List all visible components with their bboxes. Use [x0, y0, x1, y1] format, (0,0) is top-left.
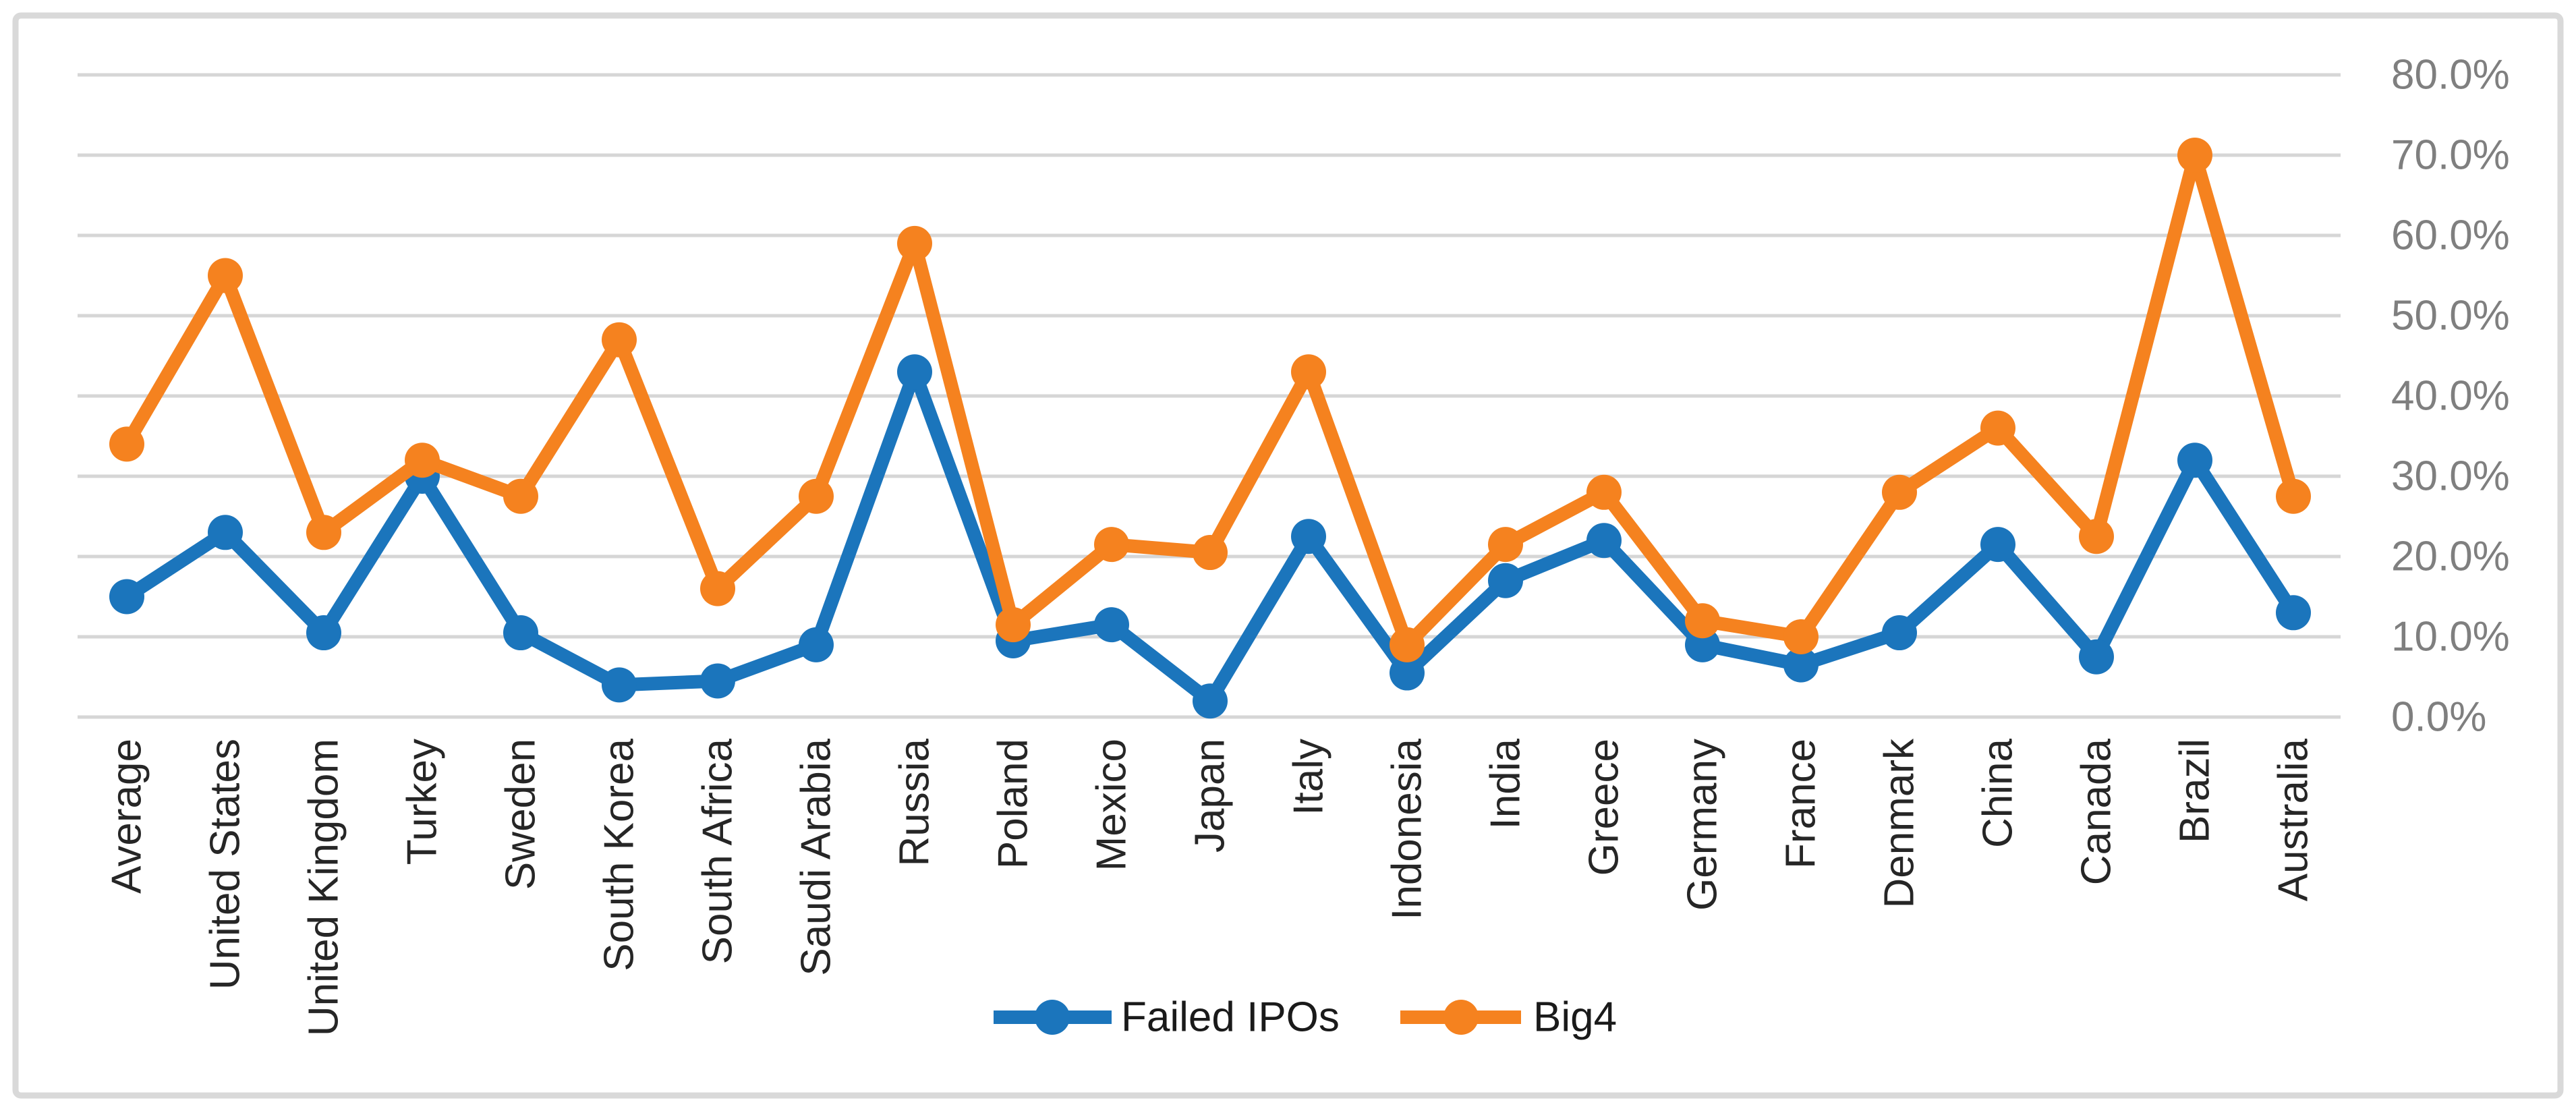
x-axis-label: Russia — [892, 738, 938, 866]
y-axis-label: 80.0% — [2391, 52, 2510, 98]
data-point-big4 — [1783, 619, 1819, 654]
data-point-failed-ipos — [799, 627, 834, 662]
figure-border — [12, 12, 2564, 1099]
x-axis-label: South Korea — [596, 738, 643, 971]
x-axis-label: Average — [104, 739, 150, 894]
data-point-failed-ipos — [2276, 595, 2311, 631]
data-point-big4 — [1488, 527, 1523, 563]
y-axis-label: 20.0% — [2391, 534, 2510, 580]
data-point-big4 — [1193, 535, 1228, 571]
data-point-failed-ipos — [1390, 655, 1425, 691]
x-axis-label: Greece — [1581, 739, 1628, 876]
data-point-big4 — [1980, 410, 2015, 446]
legend-marker-dot-big4 — [1443, 1000, 1479, 1035]
data-point-big4 — [602, 322, 637, 358]
x-axis-label: Sweden — [498, 739, 544, 890]
x-axis-label: United States — [202, 739, 249, 990]
y-axis-label: 70.0% — [2391, 132, 2510, 179]
y-axis-label: 0.0% — [2391, 694, 2486, 741]
x-axis-label: Denmark — [1877, 738, 1923, 909]
data-point-failed-ipos — [503, 615, 538, 651]
legend-marker-dot-failed-ipos — [1035, 1000, 1070, 1035]
data-point-failed-ipos — [1291, 519, 1326, 554]
legend-item-failed-ipos: Failed IPOs — [994, 994, 1340, 1041]
gridlines — [78, 73, 2341, 719]
y-axis-label: 10.0% — [2391, 614, 2510, 660]
data-point-big4 — [1291, 354, 1326, 390]
x-axis-label: Australia — [2270, 738, 2317, 901]
legend-label-failed-ipos: Failed IPOs — [1121, 994, 1340, 1041]
data-point-failed-ipos — [602, 667, 637, 703]
x-axis-label: Poland — [990, 739, 1037, 869]
x-axis-label: Germany — [1680, 739, 1726, 911]
data-point-failed-ipos — [306, 615, 341, 651]
data-point-failed-ipos — [2079, 639, 2114, 675]
data-point-failed-ipos — [1193, 683, 1228, 719]
x-axis-label: South Africa — [695, 738, 741, 964]
data-point-failed-ipos — [1882, 615, 1917, 651]
data-point-failed-ipos — [700, 663, 735, 699]
data-point-failed-ipos — [2177, 443, 2212, 478]
x-axis-label: India — [1483, 738, 1529, 829]
x-axis-label: Mexico — [1089, 739, 1135, 871]
legend-item-big4: Big4 — [1400, 994, 1617, 1041]
x-axis-label: France — [1778, 739, 1825, 869]
data-point-big4 — [306, 515, 341, 550]
y-axis-label: 50.0% — [2391, 293, 2510, 339]
legend-label-big4: Big4 — [1533, 994, 1617, 1041]
data-point-failed-ipos — [208, 515, 243, 550]
x-axis-label: Saudi Arabia — [793, 738, 840, 975]
data-point-big4 — [2276, 478, 2311, 514]
data-point-failed-ipos — [1094, 607, 1129, 643]
data-point-big4 — [1390, 627, 1425, 662]
x-axis-label: United Kingdom — [301, 739, 347, 1036]
data-point-big4 — [109, 426, 144, 462]
x-axis-label: Brazil — [2172, 739, 2219, 843]
data-point-failed-ipos — [1488, 563, 1523, 598]
data-point-failed-ipos — [897, 354, 932, 390]
data-point-big4 — [503, 478, 538, 514]
data-point-big4 — [700, 571, 735, 606]
series-lines — [109, 138, 2311, 719]
x-axis-category-labels: Average United States United Kingdom Turkey… — [104, 738, 2317, 1036]
x-axis-label: Japan — [1187, 739, 1234, 853]
data-point-failed-ipos — [1980, 527, 2015, 563]
x-axis-label: Turkey — [399, 739, 446, 865]
data-point-big4 — [799, 478, 834, 514]
data-point-big4 — [996, 607, 1031, 643]
y-axis-tick-labels: 0.0% 10.0% 20.0% 30.0% 40.0% 50.0% 60.0% 70.0% 8… — [2391, 52, 2510, 741]
legend: Failed IPOs Big4 — [994, 994, 1617, 1041]
x-axis-label: Canada — [2073, 738, 2120, 885]
y-axis-label: 60.0% — [2391, 212, 2510, 259]
data-point-failed-ipos — [1685, 627, 1720, 662]
data-point-big4 — [1685, 603, 1720, 639]
x-axis-label: Indonesia — [1384, 738, 1431, 919]
x-axis-label: Italy — [1286, 739, 1332, 816]
data-point-big4 — [208, 258, 243, 293]
data-point-big4 — [2079, 519, 2114, 554]
data-point-big4 — [1094, 527, 1129, 563]
data-point-big4 — [405, 443, 440, 478]
data-point-failed-ipos — [1586, 523, 1622, 559]
data-point-failed-ipos — [109, 579, 144, 615]
y-axis-label: 40.0% — [2391, 373, 2510, 420]
data-point-big4 — [897, 225, 932, 261]
x-axis-label: China — [1975, 738, 2022, 848]
data-point-big4 — [2177, 138, 2212, 173]
data-point-big4 — [1586, 474, 1622, 510]
data-point-failed-ipos — [1783, 647, 1819, 683]
data-point-big4 — [1882, 474, 1917, 510]
y-axis-label: 30.0% — [2391, 453, 2510, 500]
